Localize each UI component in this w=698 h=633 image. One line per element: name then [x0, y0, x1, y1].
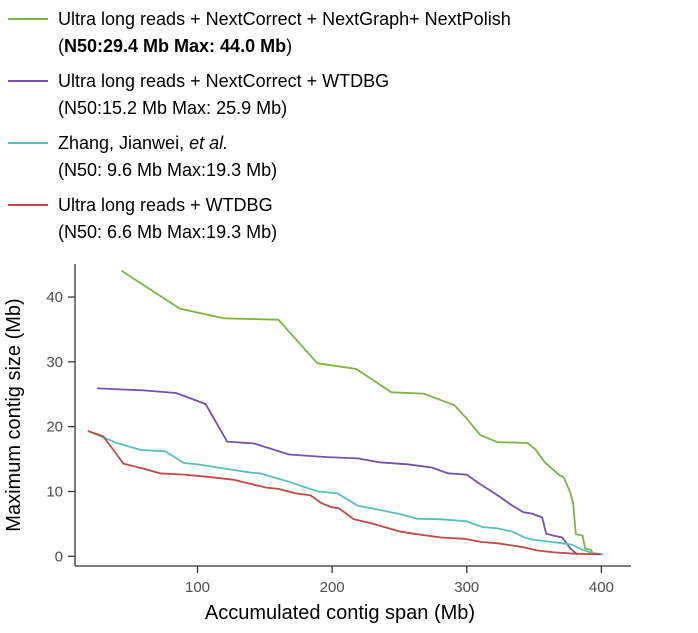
- legend-label: Ultra long reads + NextCorrect + WTDBG: [58, 68, 389, 95]
- legend-label-text: Zhang, Jianwei,: [58, 133, 190, 153]
- stats-paren-open: (: [58, 36, 64, 56]
- legend-line-swatch-red: [8, 204, 48, 206]
- legend-stats: (N50:29.4 Mb Max: 44.0 Mb): [58, 33, 511, 60]
- legend-entry-zhang-jianwei: Zhang, Jianwei, et al. (N50: 9.6 Mb Max:…: [8, 130, 692, 184]
- x-axis-tick-label: 200: [320, 579, 345, 596]
- legend-label: Zhang, Jianwei, et al.: [58, 130, 277, 157]
- legend-label-text: Ultra long reads + WTDBG: [58, 195, 273, 215]
- y-axis-tick-label: 40: [46, 289, 63, 306]
- legend-line-swatch-purple: [8, 80, 48, 82]
- y-axis-tick-label: 10: [46, 483, 63, 500]
- legend-stats-text: (N50:15.2 Mb Max: 25.9 Mb): [58, 98, 288, 118]
- x-axis-tick-label: 400: [589, 579, 614, 596]
- contig-span-line-chart: 0 10 20 30 40 100 200 300 400 Accumulated contig …: [3, 264, 631, 624]
- legend-entry-nextcorrect-wtdbg: Ultra long reads + NextCorrect + WTDBG (…: [8, 68, 692, 122]
- legend-stats: (N50: 9.6 Mb Max:19.3 Mb): [58, 157, 277, 184]
- y-axis-tick-label: 20: [46, 419, 63, 436]
- legend-label: Ultra long reads + NextCorrect + NextGra…: [58, 6, 511, 33]
- legend-label: Ultra long reads + WTDBG: [58, 192, 277, 219]
- legend-entry-nextgraph-nextpolish: Ultra long reads + NextCorrect + NextGra…: [8, 6, 692, 60]
- x-axis-tick-label: 100: [185, 579, 210, 596]
- y-axis-tick-label: 30: [46, 354, 63, 371]
- legend-line-swatch-green: [8, 18, 48, 20]
- series-line-3: [87, 430, 601, 556]
- legend-stats-bold-text: N50:29.4 Mb Max: 44.0 Mb: [64, 36, 287, 56]
- chart-legend: Ultra long reads + NextCorrect + NextGra…: [8, 6, 692, 254]
- y-axis-tick-label: 0: [55, 548, 63, 565]
- legend-label-text: Ultra long reads + NextCorrect + WTDBG: [58, 71, 390, 91]
- series-line-0: [121, 270, 595, 555]
- legend-stats: (N50:15.2 Mb Max: 25.9 Mb): [58, 95, 389, 122]
- legend-entry-ultralong-wtdbg: Ultra long reads + WTDBG (N50: 6.6 Mb Ma…: [8, 192, 692, 246]
- x-axis-tick-label: 300: [454, 579, 479, 596]
- x-axis-title: Accumulated contig span (Mb): [205, 602, 475, 624]
- legend-stats-text: (N50: 6.6 Mb Max:19.3 Mb): [58, 222, 278, 242]
- legend-stats-text: (N50: 9.6 Mb Max:19.3 Mb): [58, 160, 278, 180]
- stats-paren-close: ): [286, 36, 293, 56]
- series-line-2: [87, 430, 604, 556]
- legend-stats: (N50: 6.6 Mb Max:19.3 Mb): [58, 219, 277, 246]
- legend-label-italic-text: et al.: [189, 133, 229, 153]
- series-line-1: [97, 387, 579, 556]
- legend-line-swatch-teal: [8, 142, 48, 144]
- legend-label-text: Ultra long reads + NextCorrect + NextGra…: [58, 9, 511, 29]
- y-axis-title: Maximum contig size (Mb): [3, 298, 25, 531]
